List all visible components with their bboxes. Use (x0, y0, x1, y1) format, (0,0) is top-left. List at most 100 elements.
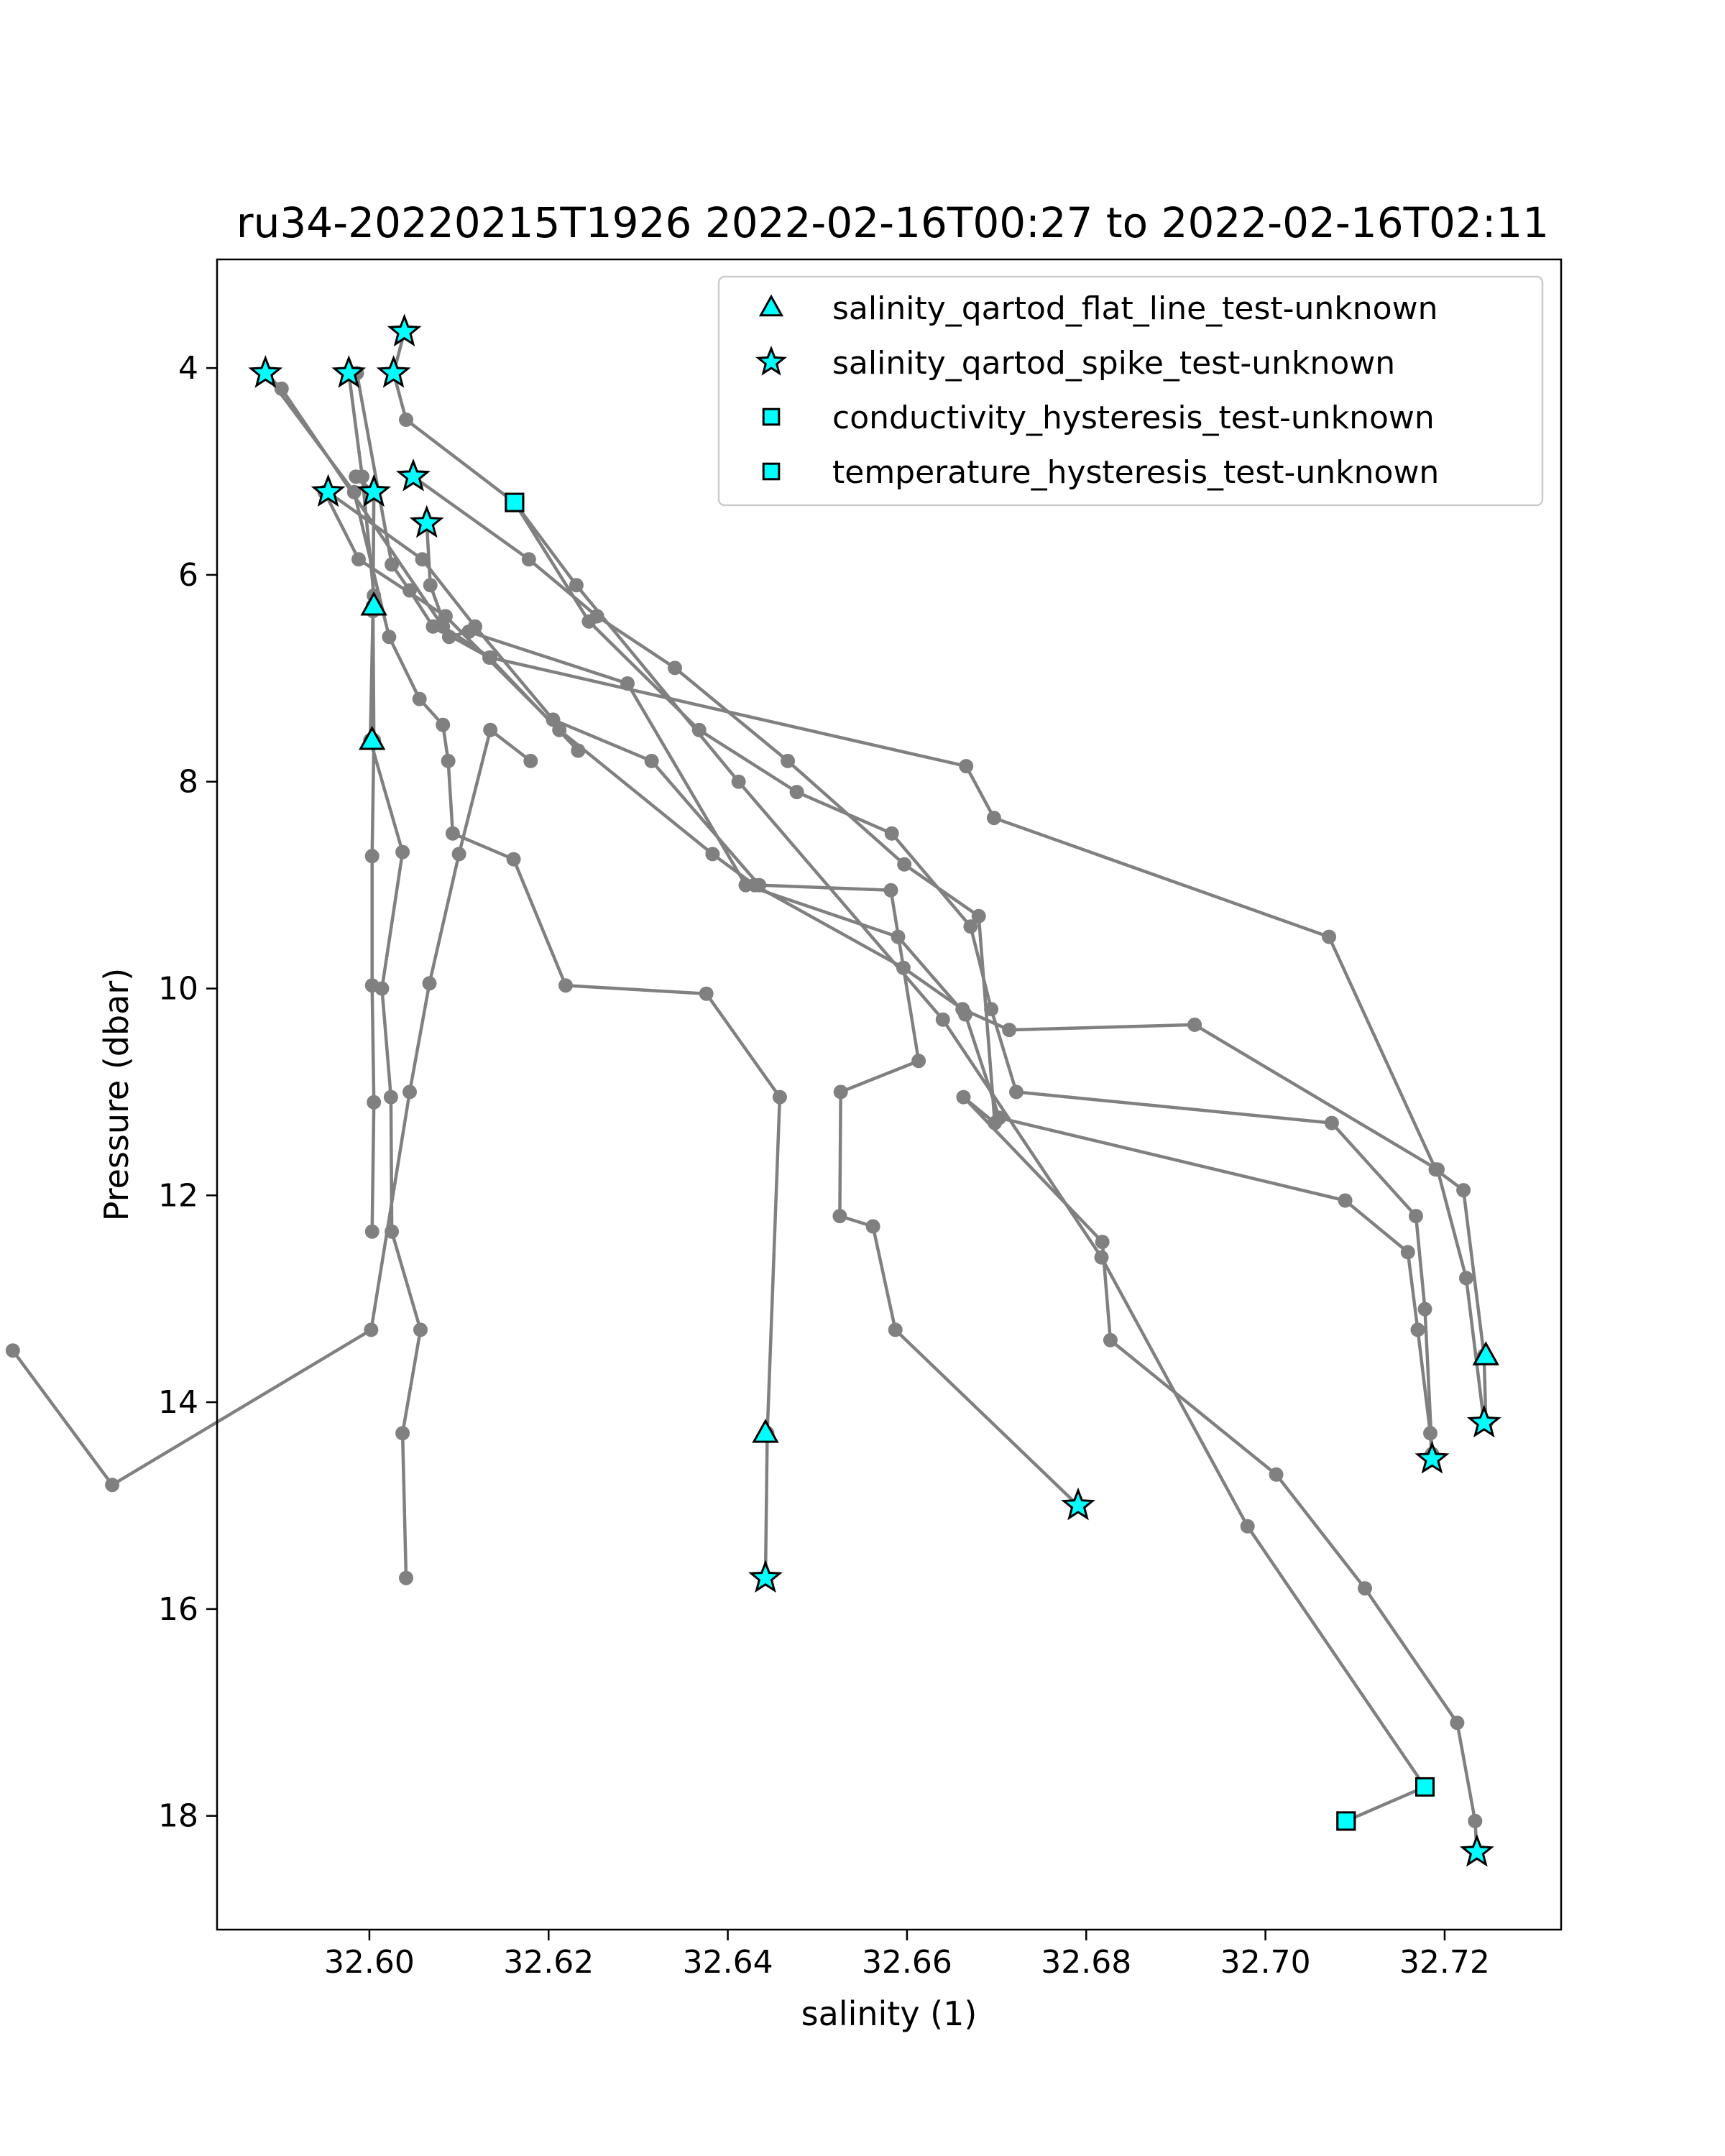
y-tick-label: 6 (178, 557, 198, 594)
profile-point (1410, 1322, 1425, 1337)
x-tick-label: 32.72 (1399, 1944, 1490, 1981)
x-tick-label: 32.66 (862, 1944, 952, 1981)
profile-point (461, 625, 477, 639)
profile-point (833, 1084, 848, 1100)
x-tick-label: 32.68 (1041, 1944, 1131, 1981)
profile-point (367, 1095, 382, 1110)
y-tick-label: 10 (158, 971, 198, 1008)
profile-point (1338, 1193, 1353, 1208)
flag-point-star (376, 355, 411, 388)
flag-point-triangle (1472, 1341, 1499, 1365)
profile-point (436, 717, 451, 732)
profile-point (351, 552, 366, 567)
flag-point-star (248, 355, 283, 388)
y-tick-label: 16 (158, 1591, 198, 1628)
flag-point-square (1336, 1811, 1356, 1831)
profile-point (1187, 1017, 1202, 1032)
profile-point (382, 630, 397, 645)
profile-line (11, 728, 532, 1487)
profile-point (992, 1110, 1007, 1125)
profile-point (668, 660, 682, 676)
flag-point-triangle (360, 591, 387, 616)
profile-point (364, 978, 380, 993)
profile-point (364, 849, 380, 864)
profile-point (691, 722, 707, 737)
x-tick-label: 32.70 (1220, 1944, 1311, 1981)
legend: salinity_qartod_flat_line_test-unknownsa… (717, 275, 1544, 507)
y-tick-label: 4 (178, 350, 198, 387)
legend-label: salinity_qartod_flat_line_test-unknown (832, 290, 1438, 327)
flag-point-star (1061, 1487, 1095, 1521)
profile-point (1458, 1271, 1473, 1286)
flag-point-star (396, 459, 431, 492)
profile-point (569, 578, 584, 593)
profile-point (620, 676, 635, 691)
profile-point (383, 1089, 398, 1105)
profile-point (986, 811, 1001, 826)
profile-point (364, 1224, 380, 1239)
profile-point (1450, 1715, 1465, 1731)
flag-series-4 (505, 492, 1435, 1831)
x-tick-label: 32.62 (503, 1944, 594, 1981)
y-axis-label: Pressure (dbar) (97, 968, 136, 1221)
profile-point (738, 877, 753, 893)
y-tick-label: 12 (158, 1177, 198, 1214)
profile-point (423, 578, 438, 593)
flag-point-star (1459, 1833, 1494, 1867)
profile-point (422, 976, 437, 991)
profile-point (415, 552, 430, 567)
profile-point (971, 908, 986, 923)
profile-point (1417, 1302, 1432, 1317)
profile-point (1103, 1332, 1118, 1348)
profile-4 (5, 722, 538, 1493)
profile-point (413, 1322, 428, 1337)
legend-marker-triangle (758, 294, 784, 317)
flag-point-star (310, 474, 346, 507)
profile-point (364, 1322, 379, 1337)
profile-point (1094, 1250, 1109, 1265)
flag-point-square (505, 492, 525, 512)
flag-series-1 (358, 591, 1499, 1443)
profile-point (959, 759, 974, 774)
x-tick-label: 32.64 (683, 1944, 773, 1981)
profile-point (426, 619, 441, 634)
y-tick-label: 14 (158, 1384, 198, 1421)
profile-point (445, 826, 460, 841)
flag-series-2 (248, 313, 1501, 1867)
flag-point-star (331, 355, 367, 388)
x-ticks: 32.60 32.62 32.64 32.66 32.68 32.70 32.72 (324, 1930, 1490, 1981)
profile-point (395, 844, 410, 860)
profile-point (644, 753, 659, 768)
flag-point-star (1414, 1441, 1450, 1474)
flag-point-triangle (752, 1419, 779, 1443)
profile-point (412, 691, 427, 706)
profile-point (5, 1343, 20, 1358)
profile-point (935, 1012, 950, 1027)
profile-point (1358, 1581, 1372, 1596)
profile-point (781, 753, 796, 768)
profile-point (772, 1089, 787, 1105)
profile-point (451, 847, 466, 862)
flag-point-star (356, 474, 392, 507)
profile-point (958, 1007, 972, 1022)
profile-point (441, 630, 456, 645)
x-tick-label: 32.60 (324, 1944, 415, 1981)
flag-point-star (748, 1560, 783, 1593)
profile-point (274, 381, 289, 396)
profile-point (395, 1426, 410, 1441)
legend-label: conductivity_hysteresis_test-unknown (832, 400, 1435, 436)
legend-marker-square (762, 407, 781, 426)
profile-point (789, 785, 804, 800)
profile-point (956, 1089, 971, 1105)
profile-point (105, 1478, 120, 1493)
profile-point (1095, 1235, 1110, 1250)
profile-point (884, 826, 899, 841)
profile-point (546, 712, 561, 727)
profile-point (1400, 1245, 1415, 1260)
legend-label: temperature_hysteresis_test-unknown (832, 454, 1439, 491)
profile-point (832, 1209, 847, 1224)
profile-point (483, 650, 498, 665)
y-ticks: 4 6 8 10 12 14 16 18 (158, 350, 217, 1835)
profile-point (349, 469, 364, 484)
profile-point (399, 1570, 413, 1585)
